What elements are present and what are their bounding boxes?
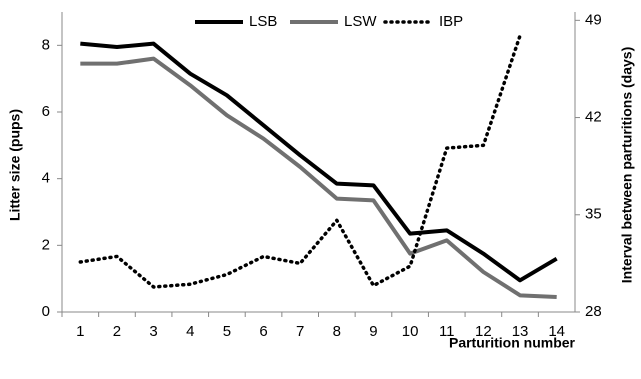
y2-tick-label: 35 (585, 206, 602, 223)
x-tick-label: 7 (296, 323, 304, 340)
x-tick-label: 5 (223, 323, 231, 340)
x-tick-label: 2 (113, 323, 121, 340)
x-tick-label: 1 (76, 323, 84, 340)
x-tick-label: 3 (149, 323, 157, 340)
x-tick-label: 13 (512, 323, 529, 340)
legend-label: LSW (344, 13, 377, 30)
legend-label: LSB (249, 13, 277, 30)
y-tick-label: 2 (42, 236, 50, 253)
y2-tick-label: 49 (585, 11, 602, 28)
y-tick-label: 4 (42, 170, 50, 187)
y2-axis-label: Interval between parturitions (days) (619, 47, 635, 284)
legend-label: IBP (439, 13, 463, 30)
x-tick-label: 9 (369, 323, 377, 340)
data-line (80, 41, 558, 283)
y2-tick-label: 28 (585, 303, 602, 320)
y-tick-label: 6 (42, 103, 50, 120)
x-tick-label: 6 (259, 323, 267, 340)
x-tick-label: 4 (186, 323, 194, 340)
x-tick-label: 8 (333, 323, 341, 340)
x-tick-label: 12 (475, 323, 492, 340)
x-tick-label: 10 (402, 323, 419, 340)
data-line (78, 33, 522, 289)
y-tick-label: 0 (42, 303, 50, 320)
data-line (80, 56, 557, 299)
x-tick-label: 11 (439, 323, 455, 340)
y-axis-label: Litter size (pups) (7, 109, 23, 221)
y-tick-label: 8 (42, 36, 50, 53)
x-axis-label: Parturition number (449, 335, 576, 351)
y2-tick-label: 42 (585, 109, 602, 126)
x-tick-label: 14 (548, 323, 565, 340)
